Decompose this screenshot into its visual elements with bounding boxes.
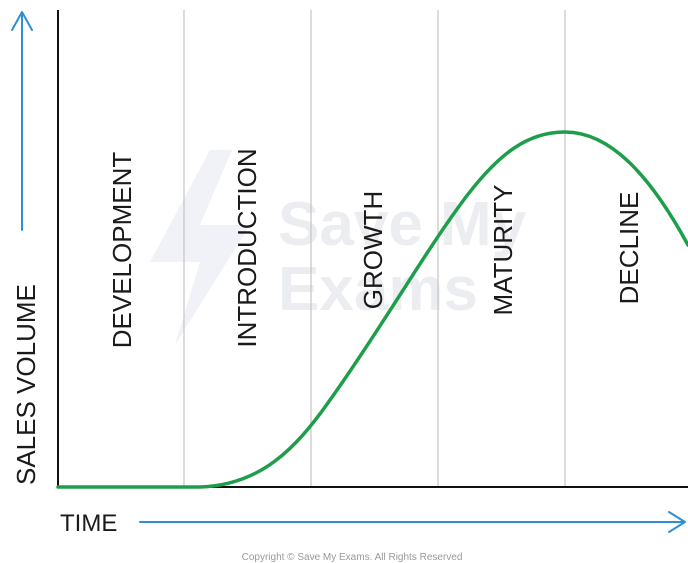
watermark-logo-icon xyxy=(150,150,250,345)
stage-label-maturity: MATURITY xyxy=(488,185,518,316)
y-axis-label: SALES VOLUME xyxy=(11,284,41,485)
stage-label-development: DEVELOPMENT xyxy=(107,152,137,349)
watermark: Save My Exams xyxy=(150,150,527,345)
watermark-line-1: Save My xyxy=(278,190,527,259)
stage-label-introduction: INTRODUCTION xyxy=(232,148,262,347)
x-axis-label: TIME xyxy=(60,510,117,537)
x-axis-arrow xyxy=(139,511,686,533)
sales-curve xyxy=(56,130,688,489)
stage-label-growth: GROWTH xyxy=(358,191,388,309)
y-axis-arrow xyxy=(11,11,33,231)
copyright-notice: Copyright © Save My Exams. All Rights Re… xyxy=(242,552,463,563)
stage-label-decline: DECLINE xyxy=(614,192,644,305)
